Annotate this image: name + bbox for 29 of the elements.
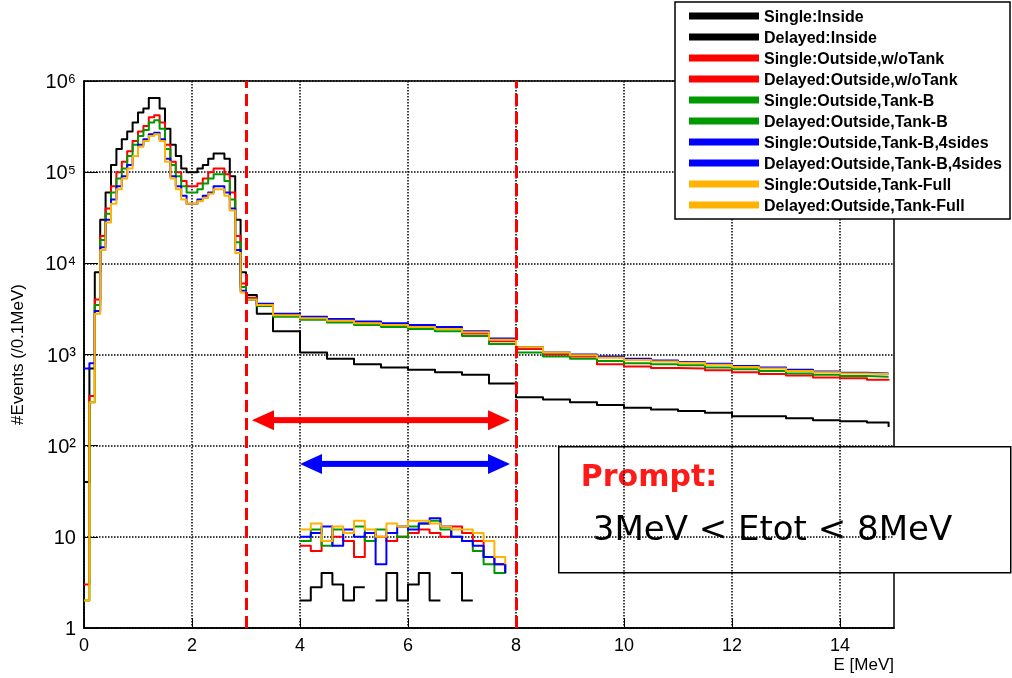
x-tick-label: 8 <box>510 635 522 655</box>
legend-label: Single:Outside,Tank-B,4sides <box>764 133 989 151</box>
legend-label: Delayed:Inside <box>764 28 878 46</box>
x-tick-label: 6 <box>402 635 414 655</box>
legend-label: Single:Inside <box>764 7 864 25</box>
x-tick-label: 12 <box>721 635 743 655</box>
legend-label: Delayed:Outside,w/oTank <box>764 70 958 88</box>
y-tick-label: 10 <box>53 525 76 548</box>
y-axis-title: #Events (/0.1MeV) <box>8 284 27 425</box>
y-tick-label: 10⁶ <box>45 70 76 92</box>
y-tick-label: 1 <box>64 617 76 639</box>
x-axis-title: E [MeV] <box>833 655 894 674</box>
x-tick-label: 0 <box>78 635 90 655</box>
annotation: Prompt: <box>580 458 718 494</box>
y-tick-label: 10⁴ <box>45 252 76 275</box>
legend-label: Single:Outside,Tank-Full <box>764 175 952 193</box>
y-tick-label: 10² <box>47 434 77 457</box>
y-tick-label: 10³ <box>47 343 77 366</box>
x-tick-label: 10 <box>613 635 635 655</box>
x-tick-label: 2 <box>186 635 198 655</box>
legend-label: Delayed:Outside,Tank-B <box>764 112 948 130</box>
annotation: 3MeV < Etot < 8MeV <box>592 507 953 548</box>
y-tick-label: 10⁵ <box>45 161 76 184</box>
x-tick-label: 14 <box>829 635 851 655</box>
legend-label: Delayed:Outside,Tank-Full <box>764 196 965 214</box>
x-tick-label: 4 <box>294 635 306 655</box>
legend-label: Delayed:Outside,Tank-B,4sides <box>764 154 1003 172</box>
legend-label: Single:Outside,Tank-B <box>764 91 935 109</box>
legend-label: Single:Outside,w/oTank <box>764 49 945 67</box>
